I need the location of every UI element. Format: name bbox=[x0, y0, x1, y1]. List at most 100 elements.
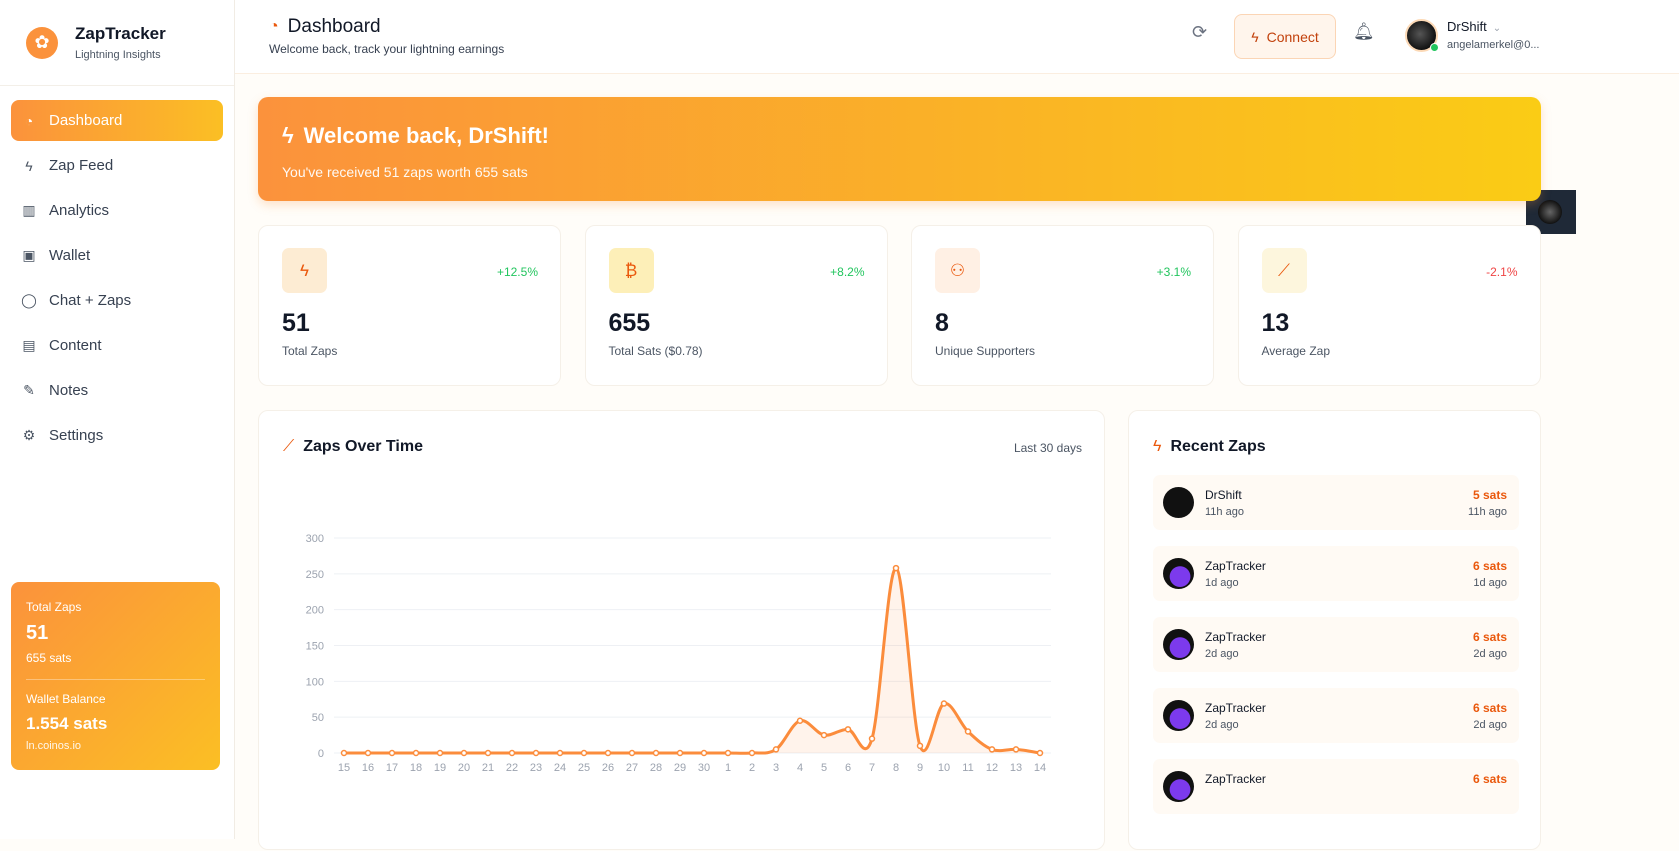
x-tick-label: 6 bbox=[845, 762, 851, 774]
x-tick-label: 25 bbox=[578, 762, 590, 774]
zap-time-right: 11h ago bbox=[1468, 506, 1507, 518]
zap-list-item[interactable]: ZapTracker 2d ago 6 sats 2d ago bbox=[1153, 617, 1519, 672]
data-point bbox=[748, 749, 756, 757]
trend-icon: ⟋ bbox=[283, 438, 295, 455]
x-tick-label: 24 bbox=[554, 762, 566, 774]
x-tick-label: 17 bbox=[386, 762, 398, 774]
bar-chart-icon: ▥ bbox=[22, 202, 36, 218]
chart-range[interactable]: Last 30 days bbox=[1013, 441, 1082, 455]
x-tick-label: 7 bbox=[869, 762, 875, 774]
bell-icon[interactable]: 🔔︎ bbox=[1353, 22, 1375, 41]
stat-change: +8.2% bbox=[830, 265, 865, 279]
sidebar-summary-card: Total Zaps 51 655 sats Wallet Balance 1.… bbox=[11, 582, 220, 770]
x-tick-label: 10 bbox=[938, 762, 950, 774]
data-point bbox=[964, 728, 972, 735]
brand-subtitle: Lightning Insights bbox=[75, 49, 161, 61]
data-point bbox=[436, 749, 444, 757]
stat-value: 51 bbox=[282, 309, 310, 337]
data-point bbox=[724, 749, 732, 757]
data-point bbox=[460, 749, 468, 757]
x-tick-label: 23 bbox=[530, 762, 542, 774]
data-point bbox=[532, 749, 540, 757]
sidebar-item-label: Wallet bbox=[49, 247, 91, 264]
total-sats: 655 sats bbox=[26, 651, 72, 665]
zaps-over-time-panel: ⟋ Zaps Over Time Last 30 days 0 50 100 150 20… bbox=[258, 410, 1105, 850]
total-zaps-label: Total Zaps bbox=[26, 600, 82, 614]
x-tick-label: 13 bbox=[1010, 762, 1022, 774]
x-tick-label: 8 bbox=[893, 762, 899, 774]
sidebar-item-label: Zap Feed bbox=[49, 157, 114, 174]
x-tick-label: 18 bbox=[410, 762, 422, 774]
zap-time-right: 2d ago bbox=[1473, 648, 1507, 660]
chat-icon: ◯ bbox=[21, 292, 37, 308]
gauge-icon: ◔ bbox=[269, 18, 279, 35]
x-tick-label: 14 bbox=[1034, 762, 1046, 774]
wallet-icon: ▣ bbox=[22, 247, 36, 263]
data-point bbox=[340, 749, 348, 757]
divider bbox=[26, 679, 205, 680]
recent-zaps-title: Recent Zaps bbox=[1170, 438, 1266, 455]
zap-time: 2d ago bbox=[1205, 648, 1239, 660]
connect-button[interactable]: ϟ Connect bbox=[1234, 14, 1336, 59]
sidebar-item-label: Dashboard bbox=[49, 112, 123, 129]
zap-list-item[interactable]: ZapTracker 6 sats bbox=[1153, 759, 1519, 814]
stat-label: Total Sats ($0.78) bbox=[608, 344, 703, 358]
sidebar-item-label: Settings bbox=[49, 427, 104, 444]
bolt-icon: ϟ bbox=[1153, 438, 1162, 455]
stat-card: ₿ +8.2% 655 Total Sats ($0.78) bbox=[584, 225, 888, 386]
sidebar-item-dashboard[interactable]: ◔ Dashboard bbox=[11, 100, 223, 141]
zap-amount: 5 sats bbox=[1472, 488, 1507, 502]
sidebar-item-label: Analytics bbox=[49, 202, 110, 219]
data-point bbox=[484, 749, 492, 757]
stat-label: Average Zap bbox=[1261, 344, 1331, 358]
stat-card: ⚇ +3.1% 8 Unique Supporters bbox=[911, 225, 1214, 386]
header: ◔ Dashboard Welcome back, track your ligh… bbox=[235, 0, 1679, 74]
data-point bbox=[892, 564, 900, 572]
user-menu[interactable]: DrShift ⌄ bbox=[1447, 19, 1501, 34]
zap-time: 2d ago bbox=[1205, 719, 1239, 731]
avatar[interactable] bbox=[1405, 19, 1438, 52]
zap-sender: ZapTracker bbox=[1205, 559, 1266, 573]
x-tick-label: 4 bbox=[797, 762, 803, 774]
zap-list-item[interactable]: ZapTracker 2d ago 6 sats 2d ago bbox=[1153, 688, 1519, 743]
avatar bbox=[1538, 200, 1562, 224]
data-point bbox=[940, 700, 948, 707]
sidebar-item-notes[interactable]: ✎ Notes bbox=[11, 370, 223, 411]
sidebar-item-analytics[interactable]: ▥ Analytics bbox=[11, 190, 223, 231]
sidebar-item-settings[interactable]: ⚙ Settings bbox=[11, 415, 223, 456]
users-icon: ⚇ bbox=[935, 248, 980, 293]
sidebar-item-content[interactable]: ▤ Content bbox=[11, 325, 223, 366]
stat-value: 13 bbox=[1261, 309, 1290, 337]
x-tick-label: 28 bbox=[650, 762, 662, 774]
stat-label: Unique Supporters bbox=[935, 344, 1036, 358]
bolt-icon: ϟ bbox=[1251, 28, 1259, 45]
data-point bbox=[988, 746, 996, 753]
x-tick-label: 30 bbox=[698, 762, 710, 774]
x-tick-label: 9 bbox=[917, 762, 923, 774]
online-status-dot bbox=[1430, 43, 1439, 52]
zap-amount: 6 sats bbox=[1472, 559, 1507, 573]
zap-sender: ZapTracker bbox=[1205, 701, 1266, 715]
zap-amount: 6 sats bbox=[1472, 701, 1507, 715]
welcome-subtitle: You've received 51 zaps worth 655 sats bbox=[282, 164, 528, 180]
sidebar: ✿ ZapTracker Lightning Insights ◔ Dashboa… bbox=[0, 0, 235, 839]
zap-list-item[interactable]: DrShift 11h ago 5 sats 11h ago bbox=[1153, 475, 1519, 530]
refresh-icon[interactable]: ⟳ bbox=[1192, 22, 1208, 42]
wallet-balance-value: 1.554 sats bbox=[26, 714, 108, 733]
zap-time: 11h ago bbox=[1205, 506, 1244, 518]
zap-list-item[interactable]: ZapTracker 1d ago 6 sats 1d ago bbox=[1153, 546, 1519, 601]
brand-title: ZapTracker bbox=[75, 24, 166, 43]
data-point bbox=[796, 717, 804, 724]
y-tick-label: 300 bbox=[306, 533, 324, 545]
x-tick-label: 15 bbox=[338, 762, 350, 774]
recent-zaps-panel: ϟ Recent Zaps DrShift 11h ago 5 sats 11h ago… bbox=[1128, 410, 1541, 850]
stat-change: -2.1% bbox=[1486, 265, 1518, 279]
x-tick-label: 11 bbox=[962, 762, 973, 774]
data-point bbox=[844, 726, 852, 733]
sidebar-item-zap-feed[interactable]: ϟ Zap Feed bbox=[11, 145, 223, 186]
page-subtitle: Welcome back, track your lightning earni… bbox=[269, 42, 505, 56]
sidebar-item-chat-zaps[interactable]: ◯ Chat + Zaps bbox=[11, 280, 223, 321]
sidebar-item-wallet[interactable]: ▣ Wallet bbox=[11, 235, 223, 276]
x-tick-label: 12 bbox=[986, 762, 998, 774]
